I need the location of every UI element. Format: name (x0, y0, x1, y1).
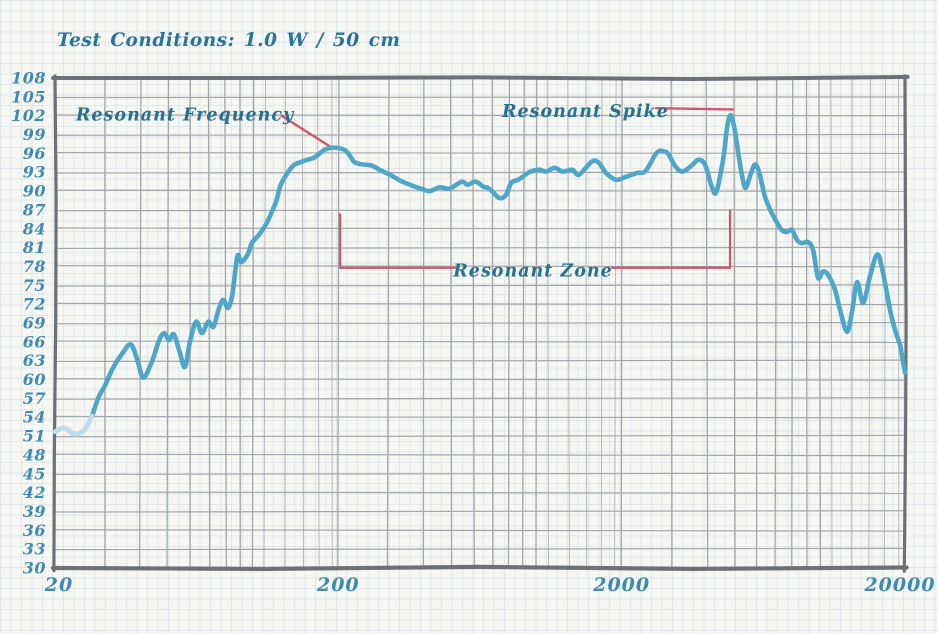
y-tick-72: 72 (23, 295, 46, 314)
y-tick-105: 105 (11, 87, 46, 106)
x-tick-2000: 2000 (592, 574, 650, 596)
grid-line-h (54, 340, 906, 343)
grid-line-v (138, 77, 142, 569)
annotation-resonant-zone-bracket (339, 209, 732, 269)
x-tick-20: 20 (44, 574, 73, 596)
y-tick-69: 69 (23, 314, 46, 333)
y-tick-99: 99 (23, 125, 46, 144)
plot-border-side (51, 74, 910, 82)
plot-border-side (50, 564, 909, 572)
response-curve (52, 112, 908, 437)
y-tick-93: 93 (23, 163, 46, 182)
grid-line-h (54, 246, 906, 250)
grid-line-h (54, 189, 906, 192)
grid-line-h (54, 152, 906, 155)
y-tick-108: 108 (11, 69, 46, 88)
annotation-resonant-frequency-leader-line (280, 114, 334, 149)
y-tick-102: 102 (11, 106, 46, 125)
y-axis-labels: 1081051029996939087848178757269666360575… (11, 69, 46, 578)
grid-line-h (54, 491, 906, 494)
grid-line-v (166, 77, 170, 569)
y-tick-57: 57 (23, 389, 46, 408)
plot-border-side (52, 74, 58, 573)
grid-line-h (54, 265, 906, 268)
y-tick-81: 81 (22, 238, 46, 257)
grid-line-h (54, 133, 906, 136)
grid-line-h (54, 321, 906, 325)
grid-line-h (54, 359, 906, 363)
y-tick-51: 51 (23, 427, 46, 446)
grid-line-h (54, 209, 906, 212)
y-tick-87: 87 (22, 200, 46, 219)
x-axis-labels: 20 200 2000 20000 (44, 574, 935, 596)
annotations: Resonant Frequency Resonant Spike Resonant… (75, 102, 735, 282)
grid-line-h (54, 114, 906, 117)
grid-line-h (54, 378, 906, 381)
grid-line-h (54, 227, 906, 230)
y-tick-33: 33 (23, 540, 46, 559)
x-tick-200: 200 (316, 574, 360, 596)
y-tick-75: 75 (23, 276, 46, 295)
grid-line-h (54, 284, 906, 287)
grid-line-h (54, 434, 906, 438)
x-tick-20000: 20000 (863, 574, 935, 596)
y-tick-42: 42 (23, 483, 46, 502)
y-tick-45: 45 (23, 464, 46, 483)
grid-line-h (54, 397, 906, 400)
y-tick-63: 63 (23, 351, 46, 370)
grid-line-h (54, 96, 906, 99)
annotation-resonant-spike-leader-line (654, 106, 735, 111)
grid-line-h (54, 510, 906, 513)
annotation-resonant-spike-label: Resonant Spike (501, 102, 669, 122)
y-tick-39: 39 (23, 502, 46, 521)
grid-line-h (54, 415, 906, 419)
plot-grid (54, 77, 906, 569)
annotation-resonant-zone-label: Resonant Zone (452, 262, 612, 282)
grid-line-h (54, 302, 906, 306)
y-tick-78: 78 (23, 257, 46, 276)
y-tick-90: 90 (23, 182, 46, 201)
grid-line-h (54, 171, 906, 174)
annotation-resonant-frequency-label: Resonant Frequency (75, 106, 295, 126)
y-tick-60: 60 (23, 370, 46, 389)
chart-title: Test Conditions: 1.0 W / 50 cm (57, 30, 401, 51)
grid-line-h (54, 529, 906, 532)
grid-line-h (54, 472, 906, 476)
y-tick-36: 36 (23, 521, 46, 540)
response-curve-start (52, 413, 95, 437)
grid-line-h (54, 547, 906, 551)
y-tick-30: 30 (23, 559, 46, 578)
plot-border (50, 74, 910, 573)
y-tick-84: 84 (22, 219, 46, 238)
grid-line-h (54, 453, 906, 457)
plot-border-side (902, 74, 908, 573)
y-tick-54: 54 (23, 408, 46, 427)
y-tick-66: 66 (23, 332, 46, 351)
y-tick-48: 48 (23, 445, 46, 464)
y-tick-96: 96 (23, 144, 46, 163)
